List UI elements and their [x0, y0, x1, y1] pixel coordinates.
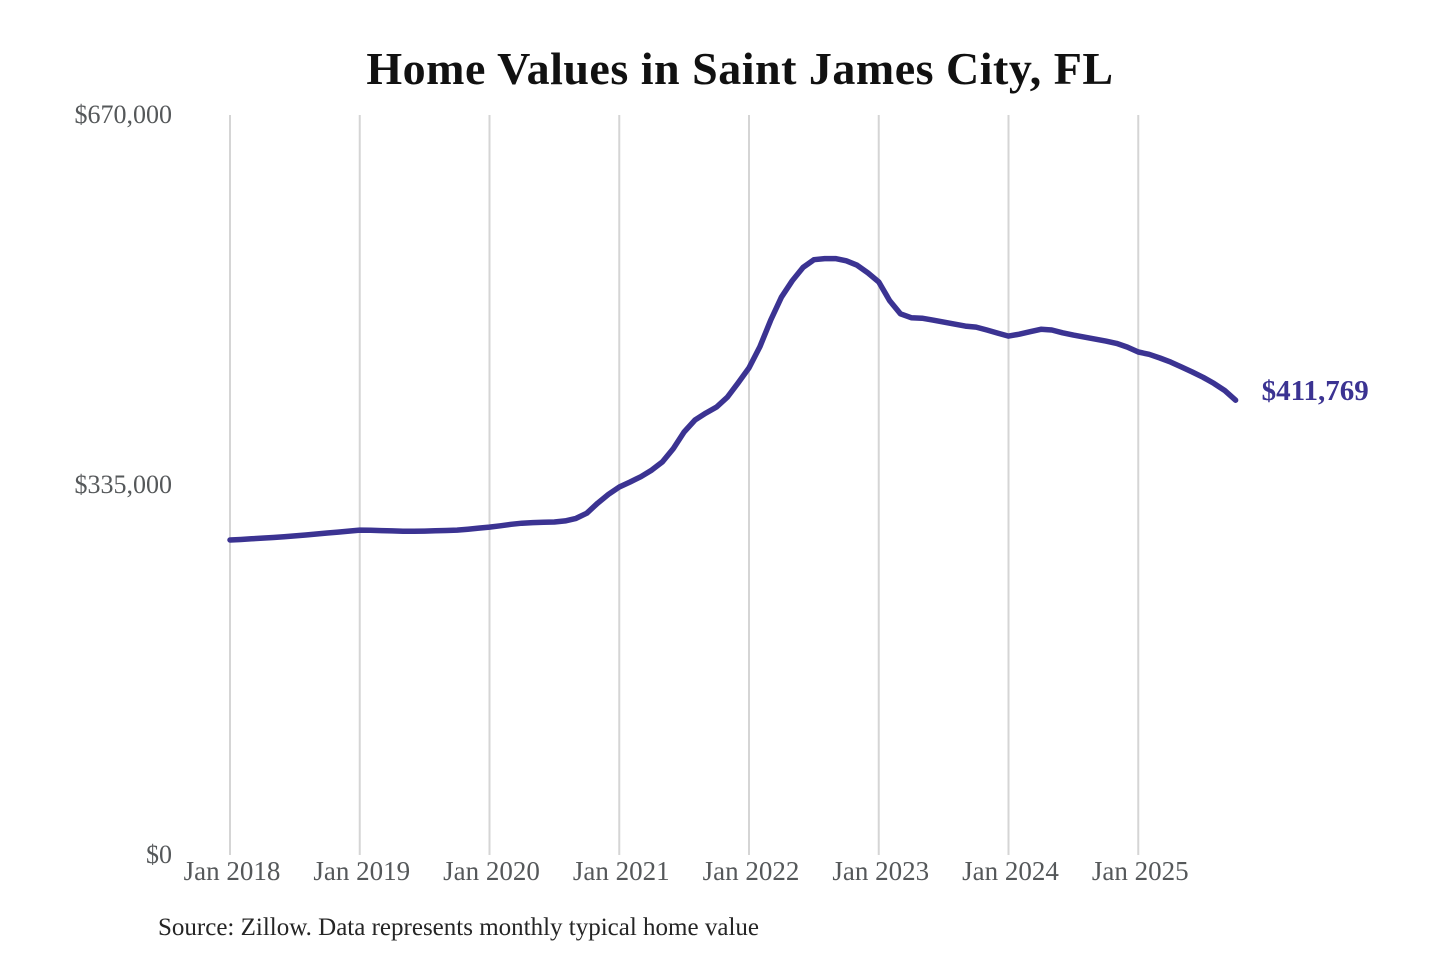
- x-tick-label: Jan 2021: [572, 856, 670, 886]
- y-tick-label: $0: [146, 840, 172, 869]
- x-tick-label: Jan 2025: [1091, 856, 1189, 886]
- y-tick-label: $670,000: [74, 100, 173, 129]
- x-tick-label: Jan 2020: [443, 856, 540, 886]
- gridlines: [229, 115, 1140, 855]
- x-tick-label: Jan 2019: [313, 856, 411, 886]
- latest-value-label: $411,769: [1261, 375, 1369, 408]
- x-tick-label: Jan 2022: [702, 856, 800, 886]
- source-note: Source: Zillow. Data represents monthly …: [158, 914, 759, 941]
- x-tick-label: Jan 2024: [962, 856, 1059, 886]
- x-tick-label: Jan 2018: [183, 856, 281, 886]
- chart-title: Home Values in Saint James City, FL: [366, 43, 1114, 94]
- x-tick-label: Jan 2023: [832, 856, 930, 886]
- home-value-line: [227, 255, 1239, 543]
- y-tick-label: $335,000: [74, 470, 173, 499]
